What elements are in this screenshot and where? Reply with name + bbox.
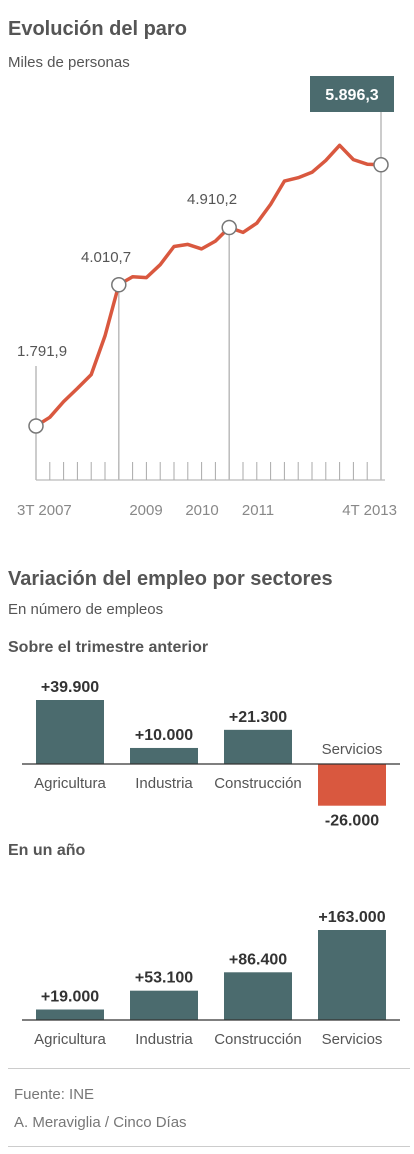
- bar-value-label: +163.000: [318, 909, 385, 926]
- x-tick-label: 2009: [129, 502, 162, 519]
- bar-value-label: +39.900: [41, 679, 99, 696]
- source-text: Fuente: INE: [14, 1086, 95, 1103]
- point-label: 4.910,2: [187, 191, 237, 208]
- category-label: Agricultura: [34, 1031, 106, 1048]
- footer-bottom-divider: [8, 1146, 410, 1147]
- series-line: [34, 143, 383, 428]
- credit-text: A. Meraviglia / Cinco Días: [14, 1114, 187, 1131]
- bar-value-label: -26.000: [325, 813, 379, 830]
- x-tick-label: 2010: [185, 502, 218, 519]
- bar-value-label: +86.400: [229, 951, 287, 968]
- callout-box: [310, 76, 394, 112]
- category-label: Servicios: [322, 1031, 383, 1048]
- x-tick-label: 2011: [242, 502, 274, 519]
- data-point: [111, 277, 127, 293]
- bar: [318, 764, 386, 806]
- bar: [318, 930, 386, 1020]
- bar: [224, 972, 292, 1020]
- bar-value-label: +53.100: [135, 970, 193, 987]
- data-point: [373, 157, 389, 173]
- section-subtitle: En número de empleos: [8, 601, 164, 618]
- bar: [130, 747, 198, 764]
- data-point: [221, 219, 237, 236]
- chart-subtitle: Miles de personas: [8, 54, 130, 71]
- bar-value-label: +19.000: [41, 989, 99, 1006]
- panel-title-quarter: Sobre el trimestre anterior: [8, 639, 209, 656]
- footer-divider: [8, 1068, 410, 1069]
- x-tick-label: 4T 2013: [342, 502, 397, 519]
- section-title: Variación del empleo por sectores: [8, 568, 333, 590]
- point-label: 1.791,9: [17, 343, 67, 360]
- category-label: Industria: [135, 775, 193, 792]
- category-label: Construcción: [214, 1031, 302, 1048]
- bar: [36, 1009, 104, 1020]
- bar-chart-quarter: +39.900 Agricultura +10.000 Industria +21.30…: [22, 679, 400, 830]
- bar-value-label: +21.300: [229, 709, 287, 726]
- panel-title-year: En un año: [8, 842, 86, 859]
- chart-title: Evolución del paro: [8, 18, 187, 40]
- bar: [130, 990, 198, 1020]
- line-chart: 1.791,9 4.010,7 4.910,2 5.896,3 3T 2007 2009 2…: [17, 76, 397, 519]
- bar: [224, 729, 292, 764]
- point-label: 4.010,7: [81, 249, 131, 266]
- data-point: [28, 418, 44, 434]
- point-label: 5.896,3: [325, 87, 378, 104]
- category-label: Construcción: [214, 775, 302, 792]
- category-label: Agricultura: [34, 775, 106, 792]
- x-tick-label: 3T 2007: [17, 502, 72, 519]
- bar-value-label: +10.000: [135, 727, 193, 744]
- bar: [36, 700, 104, 764]
- bar-chart-year: +19.000 Agricultura +53.100 Industria +86.40…: [22, 909, 400, 1048]
- category-label: Industria: [135, 1031, 193, 1048]
- category-label: Servicios: [322, 741, 383, 758]
